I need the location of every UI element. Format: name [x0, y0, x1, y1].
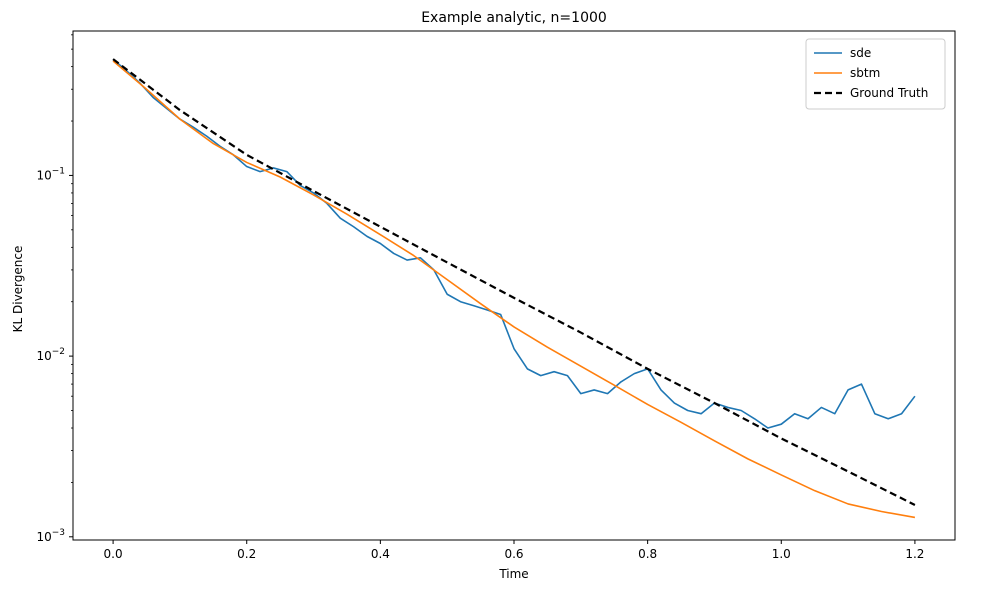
series-line-ground-truth: [112, 58, 916, 506]
plot-area: [112, 58, 916, 519]
x-tick-label: 1.2: [905, 547, 924, 561]
x-tick-label: 0.2: [237, 547, 256, 561]
series-line-sde: [112, 58, 916, 429]
y-tick-label: 10−3: [36, 528, 65, 544]
legend-box: [805, 38, 946, 110]
x-tick-label: 0.8: [638, 547, 657, 561]
y-tick-label: 10−2: [36, 347, 65, 363]
legend-label: sbtm: [850, 66, 880, 80]
series-line-sbtm: [112, 60, 916, 519]
x-tick-label: 1.0: [772, 547, 791, 561]
y-tick-label: 10−1: [36, 166, 65, 182]
x-tick-label: 0.4: [371, 547, 390, 561]
chart-title: Example analytic, n=1000: [421, 10, 607, 26]
y-axis-label: KL Divergence: [11, 246, 25, 333]
x-axis-label: Time: [498, 567, 528, 581]
x-tick-label: 0.6: [504, 547, 523, 561]
legend: sde sbtm Ground Truth: [805, 38, 946, 110]
axes: 0.0 0.2 0.4 0.6 0.8 1.0 1.2 10−1 10−2 10−3: [36, 30, 956, 561]
legend-label: Ground Truth: [850, 86, 928, 100]
x-tick-label: 0.0: [104, 547, 123, 561]
legend-label: sde: [850, 46, 871, 60]
